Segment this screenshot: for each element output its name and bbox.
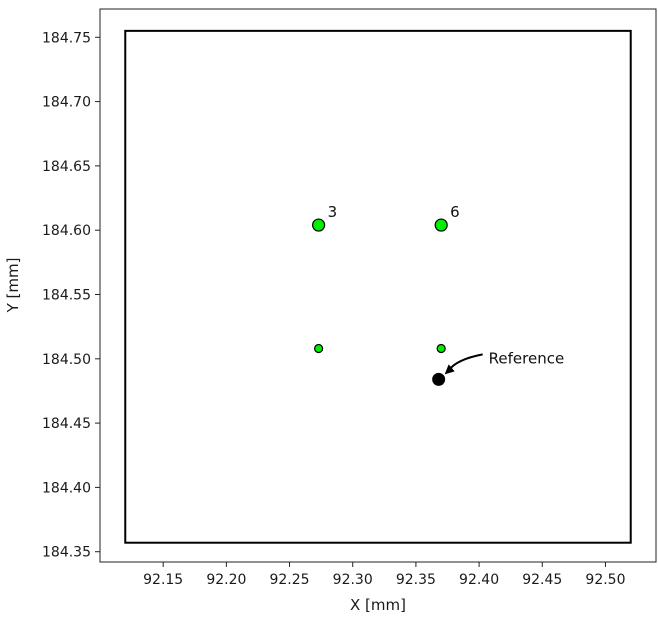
reference-label: Reference (489, 349, 565, 367)
y-tick-label: 184.75 (42, 30, 91, 46)
data-point (312, 218, 326, 232)
reference-arrowhead (444, 364, 455, 375)
x-tick-label: 92.30 (333, 572, 373, 588)
y-tick-label: 184.35 (42, 545, 91, 561)
y-tick-label: 184.55 (42, 288, 91, 304)
reference-point (432, 372, 446, 386)
x-axis-label: X [mm] (350, 596, 406, 614)
y-axis: 184.35 184.40 184.45 184.50 184.55 184.60 184.… (42, 30, 100, 561)
data-point (314, 343, 324, 354)
y-axis-label: Y [mm] (4, 258, 22, 314)
x-tick-label: 92.35 (396, 572, 436, 588)
boundary-rectangle (124, 29, 632, 544)
y-tick-label: 184.40 (42, 480, 91, 496)
y-tick-label: 184.60 (42, 223, 91, 239)
y-tick-label: 184.65 (42, 159, 91, 175)
x-tick-label: 92.25 (269, 572, 309, 588)
y-tick-label: 184.45 (42, 416, 91, 432)
y-tick-label: 184.70 (42, 95, 91, 111)
x-tick-label: 92.20 (206, 572, 246, 588)
x-tick-label: 92.40 (459, 572, 499, 588)
x-tick-label: 92.15 (143, 572, 183, 588)
data-point (434, 218, 448, 232)
x-tick-label: 92.50 (585, 572, 625, 588)
x-tick-label: 92.45 (522, 572, 562, 588)
reference-annotation: Reference (432, 349, 565, 386)
point-label: 3 (328, 203, 338, 221)
data-point (436, 343, 446, 354)
point-label: 6 (450, 203, 460, 221)
plot-frame (99, 8, 657, 563)
y-tick-label: 184.50 (42, 352, 91, 368)
x-axis: 92.15 92.20 92.25 92.30 92.35 92.40 92.45 92.50 (143, 562, 626, 588)
